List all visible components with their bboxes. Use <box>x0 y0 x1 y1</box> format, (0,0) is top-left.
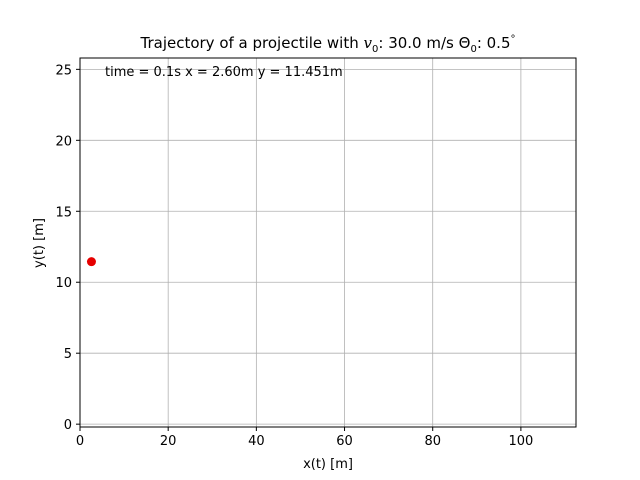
x-tick-label-4: 80 <box>424 434 441 449</box>
y-axis-label: y(t) [m] <box>32 218 47 268</box>
projectile-marker-0-0 <box>86 257 96 267</box>
x-axis-label: x(t) [m] <box>303 457 353 472</box>
y-tick-label-3: 15 <box>55 205 72 220</box>
y-axis-ticks: 0 5 10 15 20 25 <box>55 63 80 433</box>
grid <box>79 58 576 427</box>
title-v-subscript: 0 <box>372 44 378 55</box>
title-v-value: : 30.0 m/s <box>378 34 458 52</box>
y-tick-label-5: 25 <box>55 63 72 78</box>
title-theta-value: : 0.5 <box>477 34 511 52</box>
x-tick-label-0: 0 <box>76 434 84 449</box>
title-theta-symbol: Θ <box>459 34 471 52</box>
chart-title: Trajectory of a projectile with v0: 30.0… <box>140 34 516 55</box>
title-degree-symbol: ° <box>511 34 516 45</box>
axes-frame <box>79 57 577 428</box>
x-tick-label-3: 60 <box>336 434 353 449</box>
plot-area-border <box>79 57 577 428</box>
y-tick-label-2: 10 <box>55 276 72 291</box>
trajectory-markers <box>86 257 96 267</box>
x-tick-label-1: 20 <box>160 434 177 449</box>
status-annotation: time = 0.1s x = 2.60m y = 11.451m <box>105 65 343 80</box>
y-tick-label-4: 20 <box>55 134 72 149</box>
title-theta-subscript: 0 <box>470 44 476 55</box>
title-v-symbol: v <box>364 34 373 52</box>
title-prefix: Trajectory of a projectile with <box>140 34 364 52</box>
y-tick-label-0: 0 <box>64 418 72 433</box>
x-tick-label-5: 100 <box>508 434 533 449</box>
y-tick-label-1: 5 <box>64 347 72 362</box>
x-tick-label-2: 40 <box>248 434 265 449</box>
x-axis-ticks: 0 20 40 60 80 100 <box>76 427 533 449</box>
